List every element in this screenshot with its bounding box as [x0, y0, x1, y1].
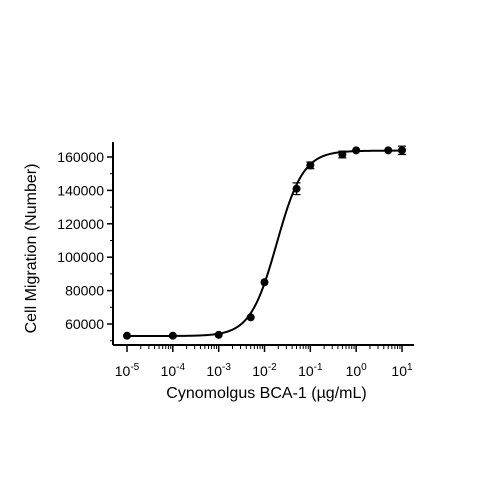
x-tick-label: 10-4 — [161, 362, 186, 379]
data-point — [260, 278, 269, 287]
y-tick-label: 140000 — [57, 182, 104, 198]
x-tick-label: 10-3 — [206, 362, 231, 379]
data-point — [246, 313, 255, 322]
x-axis-label: Cynomolgus BCA-1 (µg/mL) — [166, 385, 366, 402]
x-tick-label: 101 — [391, 362, 413, 379]
data-point — [306, 161, 315, 170]
data-point — [292, 184, 301, 193]
data-point — [384, 146, 393, 155]
axes: 60000 80000 100000 120000 140000 160000 10-5 10… — [57, 142, 414, 379]
x-tick-label: 100 — [346, 362, 368, 379]
x-tick-label: 10-2 — [252, 362, 277, 379]
x-tick-label: 10-1 — [298, 362, 323, 379]
data-points — [123, 145, 406, 340]
data-point — [123, 331, 131, 340]
data-point — [398, 146, 406, 155]
y-axis-label: Cell Migration (Number) — [23, 164, 40, 334]
y-tick-label: 100000 — [57, 249, 104, 265]
fit-curve — [127, 149, 402, 338]
data-point — [214, 330, 223, 339]
data-point — [338, 150, 347, 159]
y-tick-label: 160000 — [57, 149, 104, 165]
data-point — [352, 146, 361, 155]
x-tick-label: 10-5 — [115, 362, 140, 379]
data-point — [168, 331, 177, 340]
y-tick-label: 80000 — [65, 283, 104, 299]
y-tick-label: 60000 — [65, 316, 104, 332]
y-tick-label: 120000 — [57, 216, 104, 232]
